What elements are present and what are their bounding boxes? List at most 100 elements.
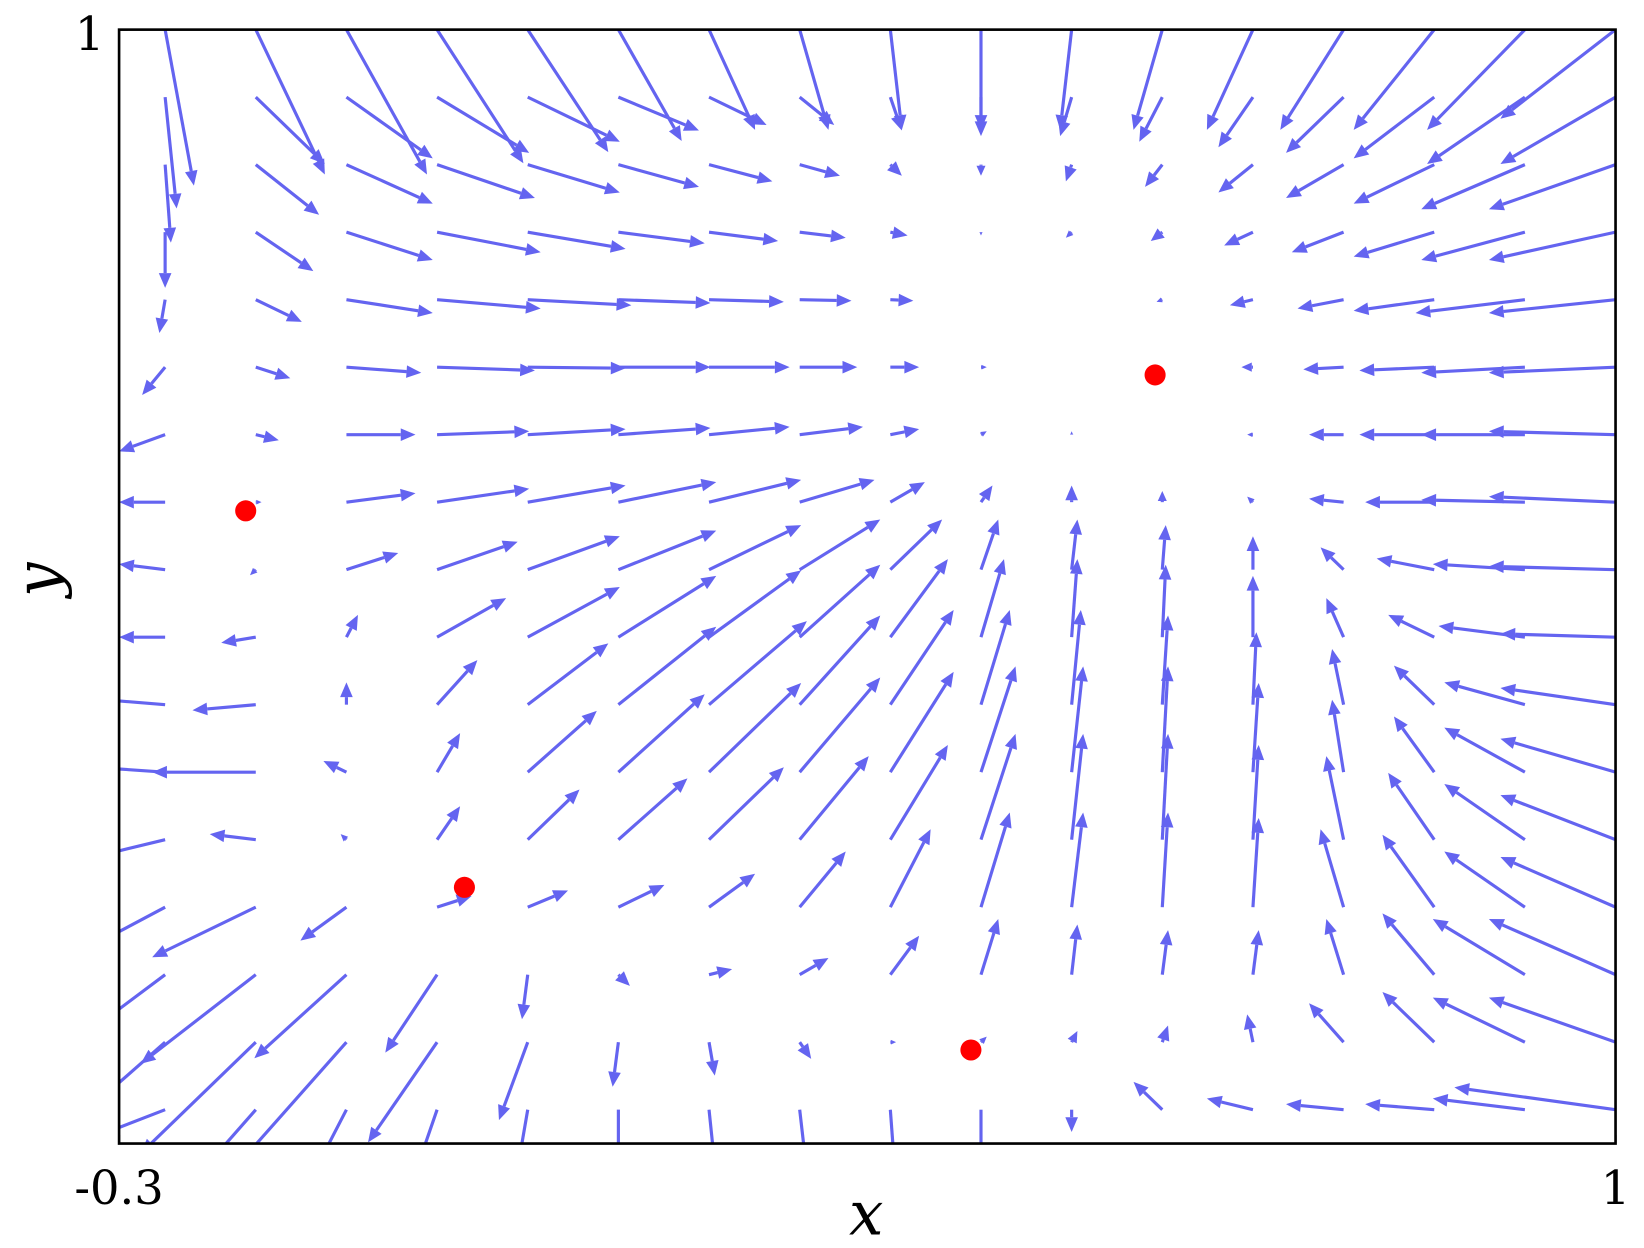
arrow-shaft xyxy=(1514,741,1616,774)
arrow-head xyxy=(898,293,914,307)
arrow xyxy=(436,598,507,639)
arrow-head xyxy=(1488,425,1504,439)
arrow xyxy=(890,425,920,439)
arrow-head xyxy=(525,300,541,314)
arrow-head xyxy=(303,200,320,215)
arrow-shaft xyxy=(1436,498,1525,504)
arrow-head xyxy=(1157,1025,1170,1042)
arrow xyxy=(978,485,993,504)
arrow-head xyxy=(609,240,626,253)
arrow-shaft xyxy=(890,230,894,235)
arrow xyxy=(1432,1094,1526,1112)
arrow-head xyxy=(1206,113,1219,130)
arrow-head xyxy=(603,129,620,142)
arrow-head xyxy=(768,295,784,308)
arrow xyxy=(254,230,314,272)
arrow xyxy=(1067,1031,1078,1044)
arrow-head xyxy=(1150,228,1165,242)
arrow-shaft xyxy=(1401,727,1436,774)
arrow-shaft xyxy=(612,1041,620,1073)
arrow-shaft xyxy=(1070,534,1078,570)
arrow-head xyxy=(774,360,790,374)
arrow xyxy=(1421,493,1525,507)
arrow-head xyxy=(50,956,66,969)
arrow-shaft xyxy=(254,29,320,162)
arrow-head xyxy=(250,567,258,576)
arrow-head xyxy=(416,249,433,262)
arrow-head xyxy=(1500,151,1517,164)
arrow-head xyxy=(1488,560,1504,574)
arrow-shaft xyxy=(254,230,303,265)
arrow-shaft xyxy=(1395,784,1436,841)
arrow-head xyxy=(382,551,399,564)
arrow-shaft xyxy=(1069,231,1073,234)
arrow xyxy=(890,226,908,239)
arrow-head xyxy=(1065,485,1078,501)
arrow xyxy=(436,230,541,256)
arrow-shaft xyxy=(1070,939,1078,975)
arrow-head xyxy=(700,626,717,641)
arrow-head xyxy=(1246,536,1260,551)
arrow-head xyxy=(695,422,711,436)
arrow-shaft xyxy=(617,973,621,977)
arrow-shaft xyxy=(889,683,948,774)
arrow xyxy=(520,1109,530,1144)
arrow-shaft xyxy=(527,95,608,137)
arrow xyxy=(889,482,925,504)
arrow xyxy=(1297,298,1344,312)
arrow xyxy=(1382,834,1436,909)
arrow-shaft xyxy=(527,298,617,306)
arrow xyxy=(798,564,881,639)
arrow-shaft xyxy=(345,230,420,257)
arrow-head xyxy=(610,361,626,375)
arrow xyxy=(1156,297,1163,303)
arrow-shaft xyxy=(708,426,776,437)
arrow-shaft xyxy=(1515,632,1616,639)
arrow xyxy=(1145,163,1164,187)
arrow xyxy=(368,1041,439,1143)
arrow-shaft xyxy=(1436,29,1527,121)
arrow-shaft xyxy=(1512,95,1616,158)
arrow-head xyxy=(1488,490,1504,504)
arrow-shaft xyxy=(798,573,871,639)
arrow xyxy=(979,609,1012,706)
arrow-head xyxy=(285,309,302,322)
arrow-head xyxy=(1309,428,1324,441)
arrow xyxy=(1432,997,1526,1044)
arrow-head xyxy=(842,360,858,374)
arrow xyxy=(1382,992,1436,1044)
arrow-shaft xyxy=(119,838,166,853)
arrow-shaft xyxy=(1333,663,1346,705)
arrow xyxy=(1064,164,1077,182)
arrow xyxy=(526,587,620,639)
arrow xyxy=(980,364,987,370)
arrow xyxy=(1444,680,1526,707)
arrow xyxy=(498,1041,530,1121)
arrow-shaft xyxy=(1435,365,1525,374)
arrow-shaft xyxy=(1160,1038,1165,1043)
arrow xyxy=(617,575,717,639)
arrow xyxy=(1243,1014,1257,1043)
arrow xyxy=(1206,29,1255,130)
arrow xyxy=(1218,163,1254,193)
arrow-shaft xyxy=(1251,832,1260,908)
arrow-shaft xyxy=(708,230,764,241)
arrow xyxy=(192,702,256,716)
arrow-head xyxy=(297,257,314,272)
arrow-head xyxy=(940,609,954,626)
arrow xyxy=(1500,627,1616,641)
arrow-head xyxy=(1359,428,1375,441)
arrow-shaft xyxy=(979,679,1013,773)
arrow-shaft xyxy=(1160,680,1169,773)
arrow xyxy=(1157,491,1167,503)
arrow-head xyxy=(864,519,881,533)
arrow xyxy=(1444,727,1526,774)
arrow xyxy=(1353,163,1435,204)
arrow-shaft xyxy=(163,164,172,229)
arrow xyxy=(255,298,302,322)
arrow-head xyxy=(1241,362,1252,372)
arrow-shaft xyxy=(164,905,257,953)
arrow xyxy=(707,1109,715,1144)
arrow-shaft xyxy=(1444,925,1526,977)
arrow-shaft xyxy=(1503,495,1616,504)
